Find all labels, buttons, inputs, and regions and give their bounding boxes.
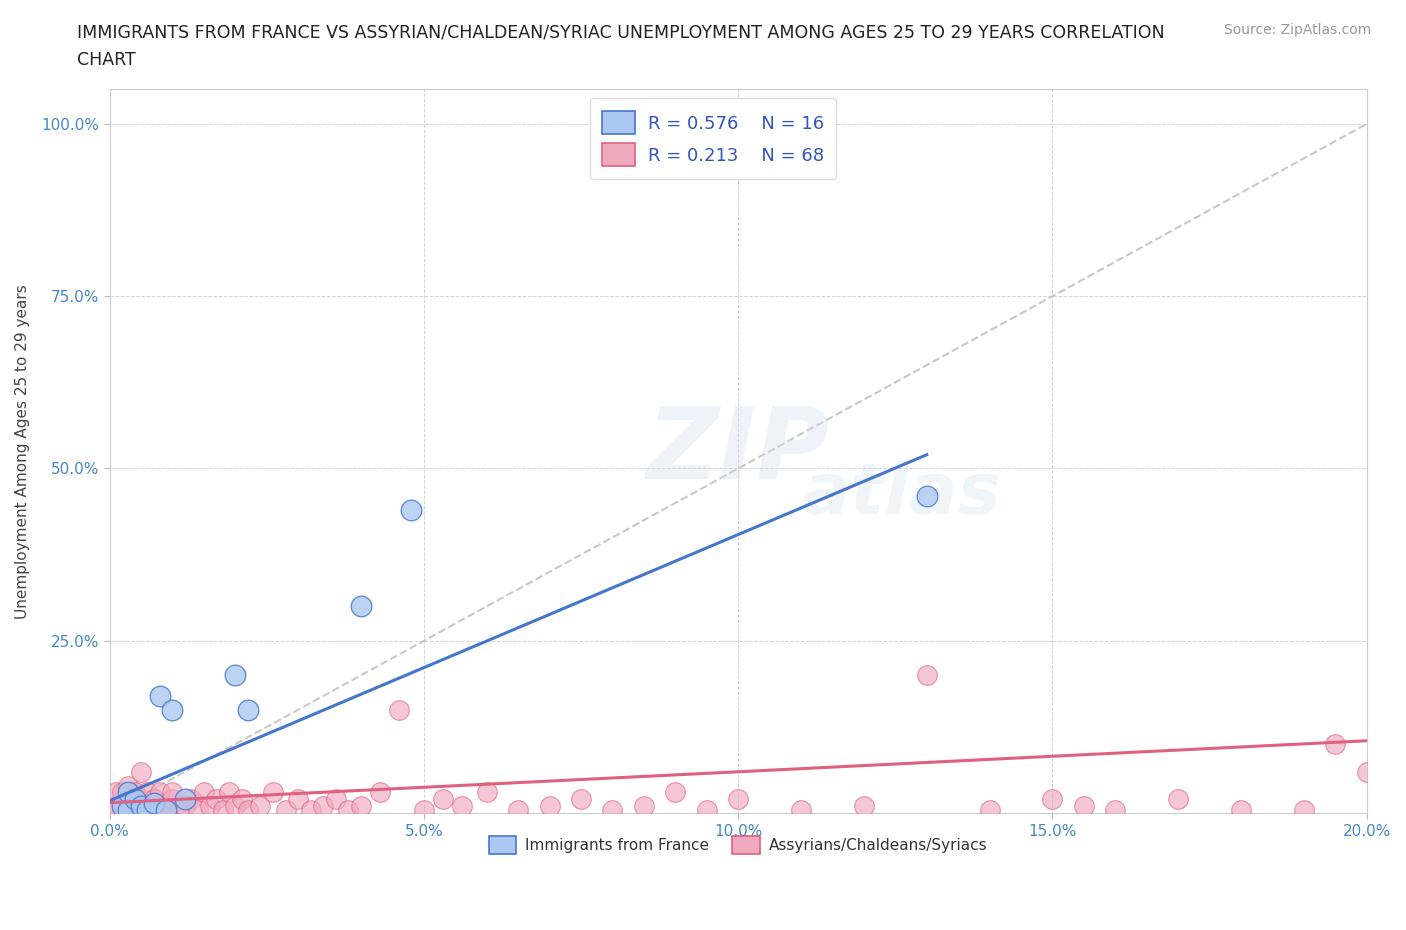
Point — [979, 803, 1001, 817]
Point — [129, 792, 152, 807]
Text: Source: ZipAtlas.com: Source: ZipAtlas.com — [1223, 23, 1371, 37]
Point — [508, 803, 530, 817]
Point — [136, 785, 159, 800]
Point — [167, 803, 190, 817]
Point — [1167, 792, 1189, 807]
Point — [186, 803, 208, 817]
Point — [727, 792, 749, 807]
Point — [155, 803, 177, 817]
Point — [1104, 803, 1126, 817]
Point — [696, 803, 718, 817]
Text: ZIP: ZIP — [647, 403, 830, 499]
Point — [149, 799, 172, 814]
Point — [412, 803, 434, 817]
Point — [198, 799, 221, 814]
Point — [149, 688, 172, 703]
Point — [129, 799, 152, 814]
Text: CHART: CHART — [77, 51, 136, 69]
Point — [162, 785, 184, 800]
Point — [236, 702, 259, 717]
Point — [136, 803, 159, 817]
Point — [104, 785, 127, 800]
Point — [450, 799, 472, 814]
Point — [174, 792, 197, 807]
Point — [312, 799, 335, 814]
Point — [111, 799, 134, 814]
Point — [205, 792, 228, 807]
Point — [388, 702, 411, 717]
Point — [790, 803, 813, 817]
Point — [915, 488, 938, 503]
Point — [180, 792, 202, 807]
Point — [117, 778, 139, 793]
Point — [124, 799, 146, 814]
Point — [262, 785, 284, 800]
Point — [1292, 803, 1315, 817]
Point — [162, 702, 184, 717]
Point — [1324, 737, 1347, 751]
Point — [124, 785, 146, 800]
Point — [224, 668, 246, 683]
Text: atlas: atlas — [801, 460, 1001, 529]
Point — [1230, 803, 1253, 817]
Point — [124, 792, 146, 807]
Point — [274, 803, 297, 817]
Point — [350, 599, 373, 614]
Point — [664, 785, 686, 800]
Point — [401, 502, 423, 517]
Point — [211, 803, 233, 817]
Point — [287, 792, 309, 807]
Point — [538, 799, 561, 814]
Point — [162, 792, 184, 807]
Y-axis label: Unemployment Among Ages 25 to 29 years: Unemployment Among Ages 25 to 29 years — [15, 284, 30, 618]
Point — [155, 803, 177, 817]
Point — [236, 803, 259, 817]
Point — [149, 785, 172, 800]
Point — [117, 803, 139, 817]
Point — [142, 803, 165, 817]
Point — [299, 803, 322, 817]
Point — [193, 785, 215, 800]
Point — [218, 785, 240, 800]
Point — [337, 803, 360, 817]
Point — [475, 785, 498, 800]
Point — [117, 792, 139, 807]
Point — [129, 764, 152, 779]
Point — [104, 799, 127, 814]
Point — [569, 792, 592, 807]
Point — [174, 799, 197, 814]
Point — [1355, 764, 1378, 779]
Point — [368, 785, 391, 800]
Point — [633, 799, 655, 814]
Point — [117, 785, 139, 800]
Point — [852, 799, 875, 814]
Point — [325, 792, 347, 807]
Point — [602, 803, 624, 817]
Point — [249, 799, 271, 814]
Point — [1073, 799, 1095, 814]
Point — [915, 668, 938, 683]
Point — [142, 795, 165, 810]
Point — [111, 785, 134, 800]
Text: IMMIGRANTS FROM FRANCE VS ASSYRIAN/CHALDEAN/SYRIAC UNEMPLOYMENT AMONG AGES 25 TO: IMMIGRANTS FROM FRANCE VS ASSYRIAN/CHALD… — [77, 23, 1166, 41]
Point — [231, 792, 253, 807]
Point — [111, 799, 134, 814]
Point — [224, 799, 246, 814]
Point — [1042, 792, 1064, 807]
Point — [136, 799, 159, 814]
Legend: Immigrants from France, Assyrians/Chaldeans/Syriacs: Immigrants from France, Assyrians/Chalde… — [482, 830, 994, 859]
Point — [129, 803, 152, 817]
Point — [350, 799, 373, 814]
Point — [142, 792, 165, 807]
Point — [432, 792, 454, 807]
Point — [117, 803, 139, 817]
